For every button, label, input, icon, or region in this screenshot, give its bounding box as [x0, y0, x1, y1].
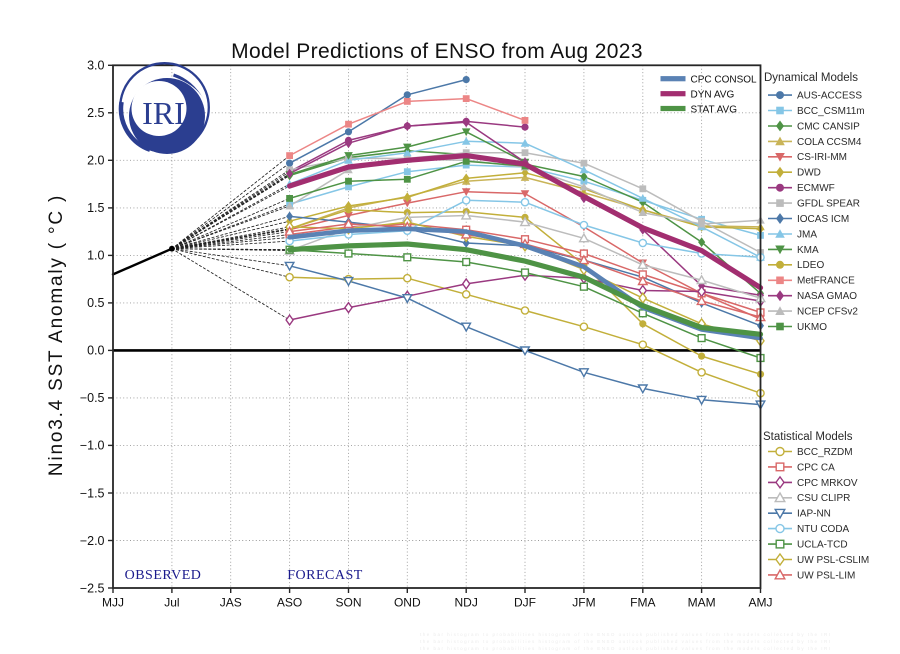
svg-text:IAP-NN: IAP-NN: [797, 509, 831, 520]
svg-text:−1.0: −1.0: [80, 439, 105, 453]
svg-text:2.0: 2.0: [87, 154, 104, 168]
svg-text:the bar histogram to probabili: the bar histogram to probabilities histo…: [420, 646, 830, 651]
svg-text:BCC_CSM11m: BCC_CSM11m: [797, 106, 865, 117]
svg-text:1.0: 1.0: [87, 249, 104, 263]
svg-text:GFDL SPEAR: GFDL SPEAR: [797, 199, 860, 210]
svg-text:MetFRANCE: MetFRANCE: [797, 276, 855, 287]
svg-text:BCC_RZDM: BCC_RZDM: [797, 447, 853, 458]
svg-text:CMC CANSIP: CMC CANSIP: [797, 121, 860, 132]
svg-text:−2.5: −2.5: [80, 581, 105, 595]
svg-text:CPC CA: CPC CA: [797, 462, 835, 473]
svg-text:DWD: DWD: [797, 168, 821, 179]
svg-text:1.5: 1.5: [87, 201, 104, 215]
svg-text:UKMO: UKMO: [797, 322, 827, 333]
svg-text:JAS: JAS: [220, 596, 242, 610]
svg-text:3.0: 3.0: [87, 59, 104, 73]
svg-text:AUS-ACCESS: AUS-ACCESS: [797, 91, 862, 102]
svg-text:OND: OND: [394, 596, 421, 610]
svg-text:Jul: Jul: [164, 596, 179, 610]
svg-text:MAM: MAM: [688, 596, 716, 610]
svg-text:NCEP CFSv2: NCEP CFSv2: [797, 307, 858, 318]
svg-text:ASO: ASO: [277, 596, 302, 610]
svg-text:LDEO: LDEO: [797, 260, 824, 271]
svg-text:UW PSL-CSLIM: UW PSL-CSLIM: [797, 555, 869, 566]
svg-text:DJF: DJF: [514, 596, 536, 610]
svg-text:FORECAST: FORECAST: [287, 568, 363, 583]
svg-text:AMJ: AMJ: [749, 596, 773, 610]
svg-text:NDJ: NDJ: [455, 596, 478, 610]
svg-text:JFM: JFM: [572, 596, 595, 610]
svg-text:Dynamical Models: Dynamical Models: [764, 72, 858, 84]
svg-text:FMA: FMA: [630, 596, 655, 610]
svg-text:the bar histogram to probabili: the bar histogram to probabilities histo…: [420, 632, 830, 637]
svg-text:−0.5: −0.5: [80, 391, 105, 405]
svg-text:NASA GMAO: NASA GMAO: [797, 291, 857, 302]
svg-text:COLA CCSM4: COLA CCSM4: [797, 137, 862, 148]
svg-text:DYN AVG: DYN AVG: [691, 90, 735, 101]
svg-text:OBSERVED: OBSERVED: [125, 568, 202, 583]
svg-text:ECMWF: ECMWF: [797, 183, 835, 194]
svg-text:IOCAS ICM: IOCAS ICM: [797, 214, 849, 225]
svg-text:−1.5: −1.5: [80, 486, 105, 500]
svg-text:Statistical Models: Statistical Models: [763, 431, 853, 443]
svg-text:UW PSL-LIM: UW PSL-LIM: [797, 570, 855, 581]
svg-text:MJJ: MJJ: [102, 596, 124, 610]
svg-text:0.0: 0.0: [87, 344, 104, 358]
svg-text:CPC CONSOL: CPC CONSOL: [691, 75, 758, 86]
svg-text:−2.0: −2.0: [80, 534, 105, 548]
svg-text:CS-IRI-MM: CS-IRI-MM: [797, 152, 847, 163]
svg-text:KMA: KMA: [797, 245, 819, 256]
svg-text:the bar histogram to probabili: the bar histogram to probabilities histo…: [420, 639, 830, 644]
svg-text:SON: SON: [335, 596, 361, 610]
svg-text:2.5: 2.5: [87, 106, 104, 120]
svg-text:IRI: IRI: [142, 95, 185, 131]
svg-text:JMA: JMA: [797, 229, 817, 240]
svg-text:NTU CODA: NTU CODA: [797, 524, 850, 535]
svg-text:0.5: 0.5: [87, 296, 104, 310]
svg-text:STAT AVG: STAT AVG: [691, 104, 738, 115]
svg-text:UCLA-TCD: UCLA-TCD: [797, 540, 848, 551]
svg-text:Model Predictions of ENSO from: Model Predictions of ENSO from Aug 2023: [231, 40, 643, 63]
svg-text:CSU CLIPR: CSU CLIPR: [797, 493, 850, 504]
svg-text:CPC MRKOV: CPC MRKOV: [797, 478, 858, 489]
svg-text:Nino3.4 SST Anomaly ( °C ): Nino3.4 SST Anomaly ( °C ): [46, 194, 67, 476]
